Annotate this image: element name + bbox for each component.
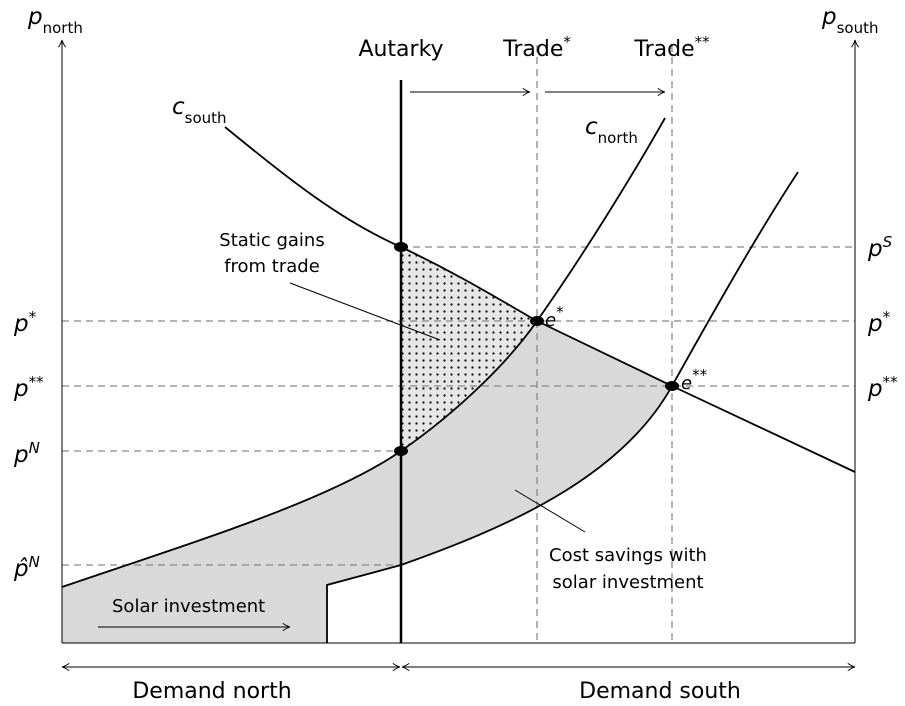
price-label: p* (13, 308, 37, 337)
demand-label: Demand south (579, 679, 741, 704)
annotation: solar investment (552, 572, 703, 593)
point (394, 242, 408, 252)
label: Trade (633, 37, 694, 62)
superscript: N (29, 439, 40, 457)
symbol: e (681, 373, 692, 394)
annotation: from trade (224, 256, 320, 277)
cost-curve-north (61, 117, 666, 588)
symbol: p̂ (13, 556, 29, 582)
point (665, 381, 679, 391)
regime-label: Autarky (358, 37, 443, 62)
point (394, 446, 408, 456)
superscript: S (883, 233, 893, 251)
leader-line (289, 282, 441, 341)
subscript: south (185, 109, 227, 127)
symbol: p (821, 4, 837, 30)
symbol: p (13, 311, 29, 337)
price-label: pS (867, 233, 893, 262)
symbol: p (867, 311, 883, 337)
superscript: * (883, 308, 891, 326)
price-label: pN (13, 439, 40, 468)
symbol: p (13, 442, 29, 468)
static-gains-region (401, 247, 537, 451)
cost-curve-solar (326, 171, 799, 643)
curve-label: csouth (172, 94, 227, 127)
regime-label: Trade** (633, 33, 710, 62)
symbol: e (545, 310, 556, 331)
subscript: north (43, 19, 83, 37)
symbol: p (13, 376, 29, 402)
axis-label: psouth (821, 4, 879, 37)
annotation: Static gains (219, 230, 324, 251)
symbol: p (867, 376, 883, 402)
superscript: N (29, 553, 40, 571)
annotation: Solar investment (112, 596, 265, 617)
demand-label: Demand north (132, 679, 291, 704)
superscript: * (556, 303, 564, 321)
symbol: c (585, 114, 598, 140)
superscript: ** (883, 373, 899, 391)
leader-line (514, 489, 586, 533)
superscript: ** (29, 373, 45, 391)
label: Trade (502, 37, 563, 62)
equilibrium-label: e** (681, 366, 708, 394)
point (530, 316, 544, 326)
superscript: ** (692, 366, 708, 384)
symbol: p (27, 4, 43, 30)
symbol: c (172, 94, 185, 120)
regime-label: Trade* (502, 33, 571, 62)
symbol: p (867, 236, 883, 262)
price-label: p** (13, 373, 44, 402)
equilibrium-label: e* (545, 303, 564, 331)
subscript: north (598, 129, 638, 147)
superscript: * (29, 308, 37, 326)
cost-savings-region (62, 321, 672, 643)
superscript: ** (695, 33, 711, 51)
price-label: p* (867, 308, 891, 337)
price-label: p̂N (13, 553, 40, 582)
subscript: south (837, 19, 879, 37)
superscript: * (563, 33, 571, 51)
curve-label: cnorth (585, 114, 638, 147)
price-label: p** (867, 373, 898, 402)
axis-label: pnorth (27, 4, 83, 37)
annotation: Cost savings with (549, 545, 707, 566)
